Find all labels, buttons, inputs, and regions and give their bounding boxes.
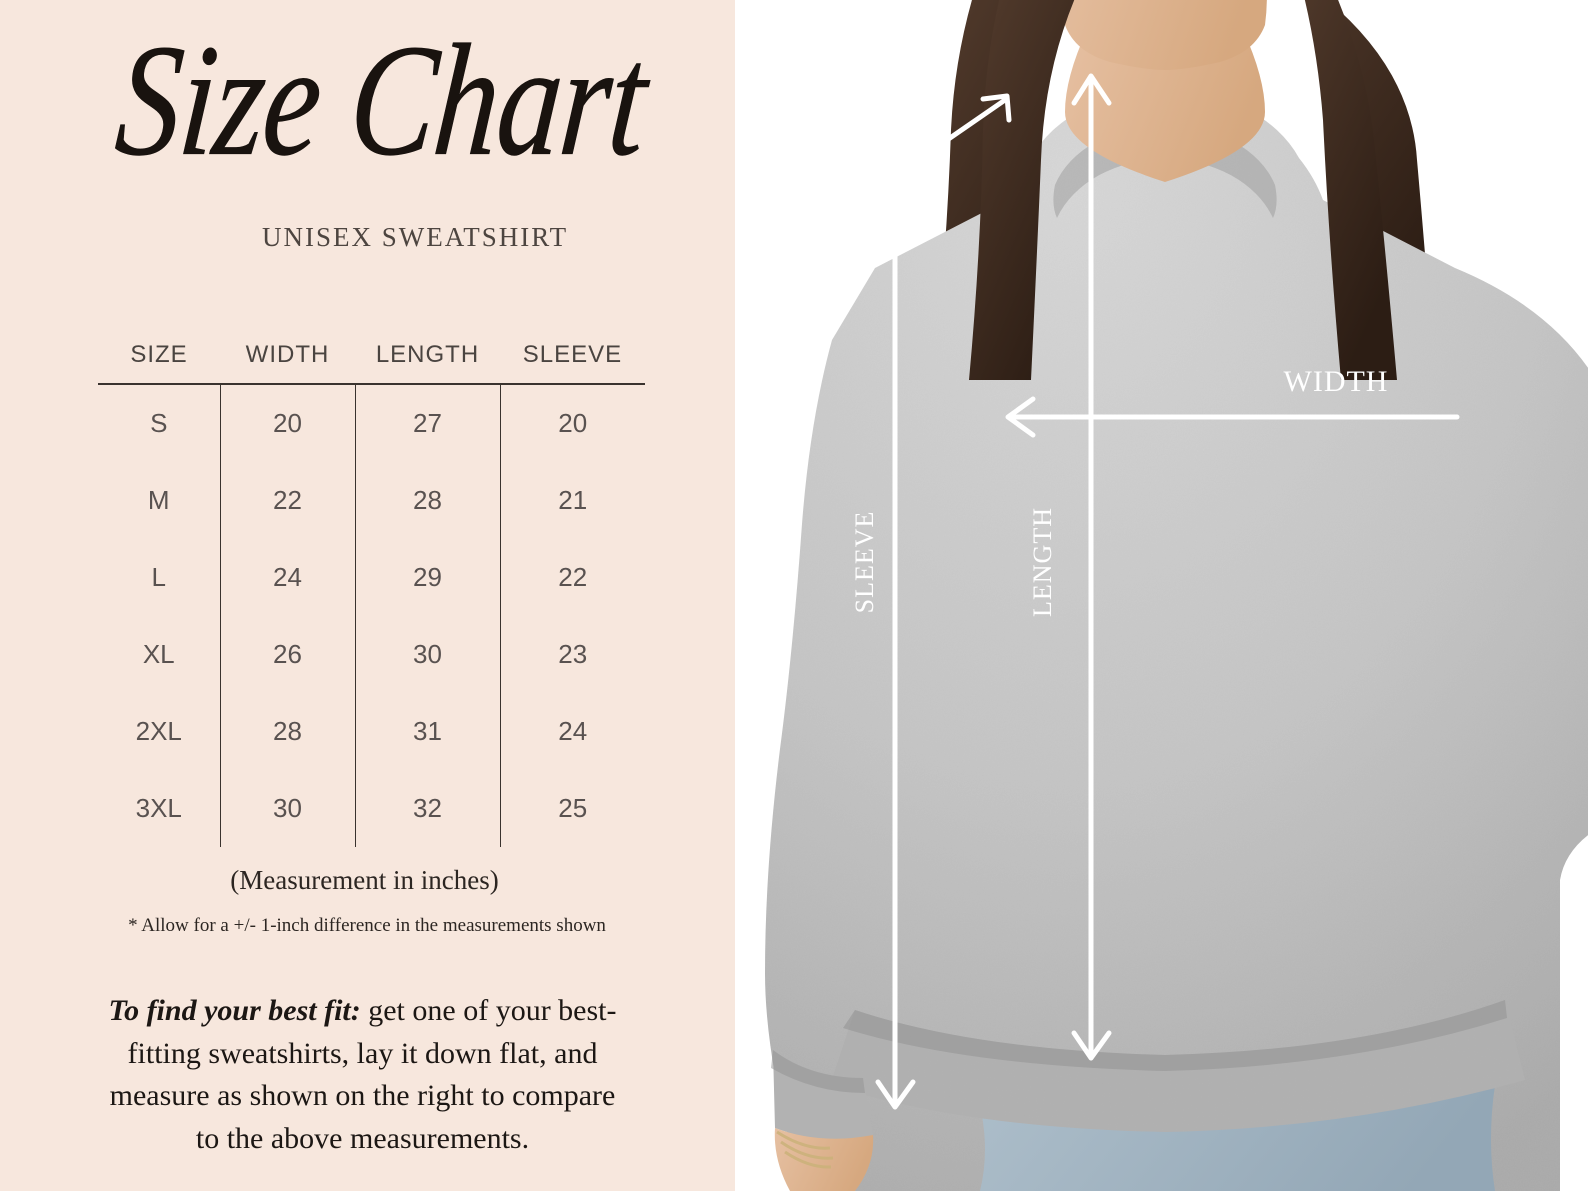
- svg-text:WIDTH: WIDTH: [1284, 365, 1389, 398]
- svg-text:SLEEVE: SLEEVE: [850, 511, 879, 614]
- svg-text:LENGTH: LENGTH: [1028, 507, 1057, 617]
